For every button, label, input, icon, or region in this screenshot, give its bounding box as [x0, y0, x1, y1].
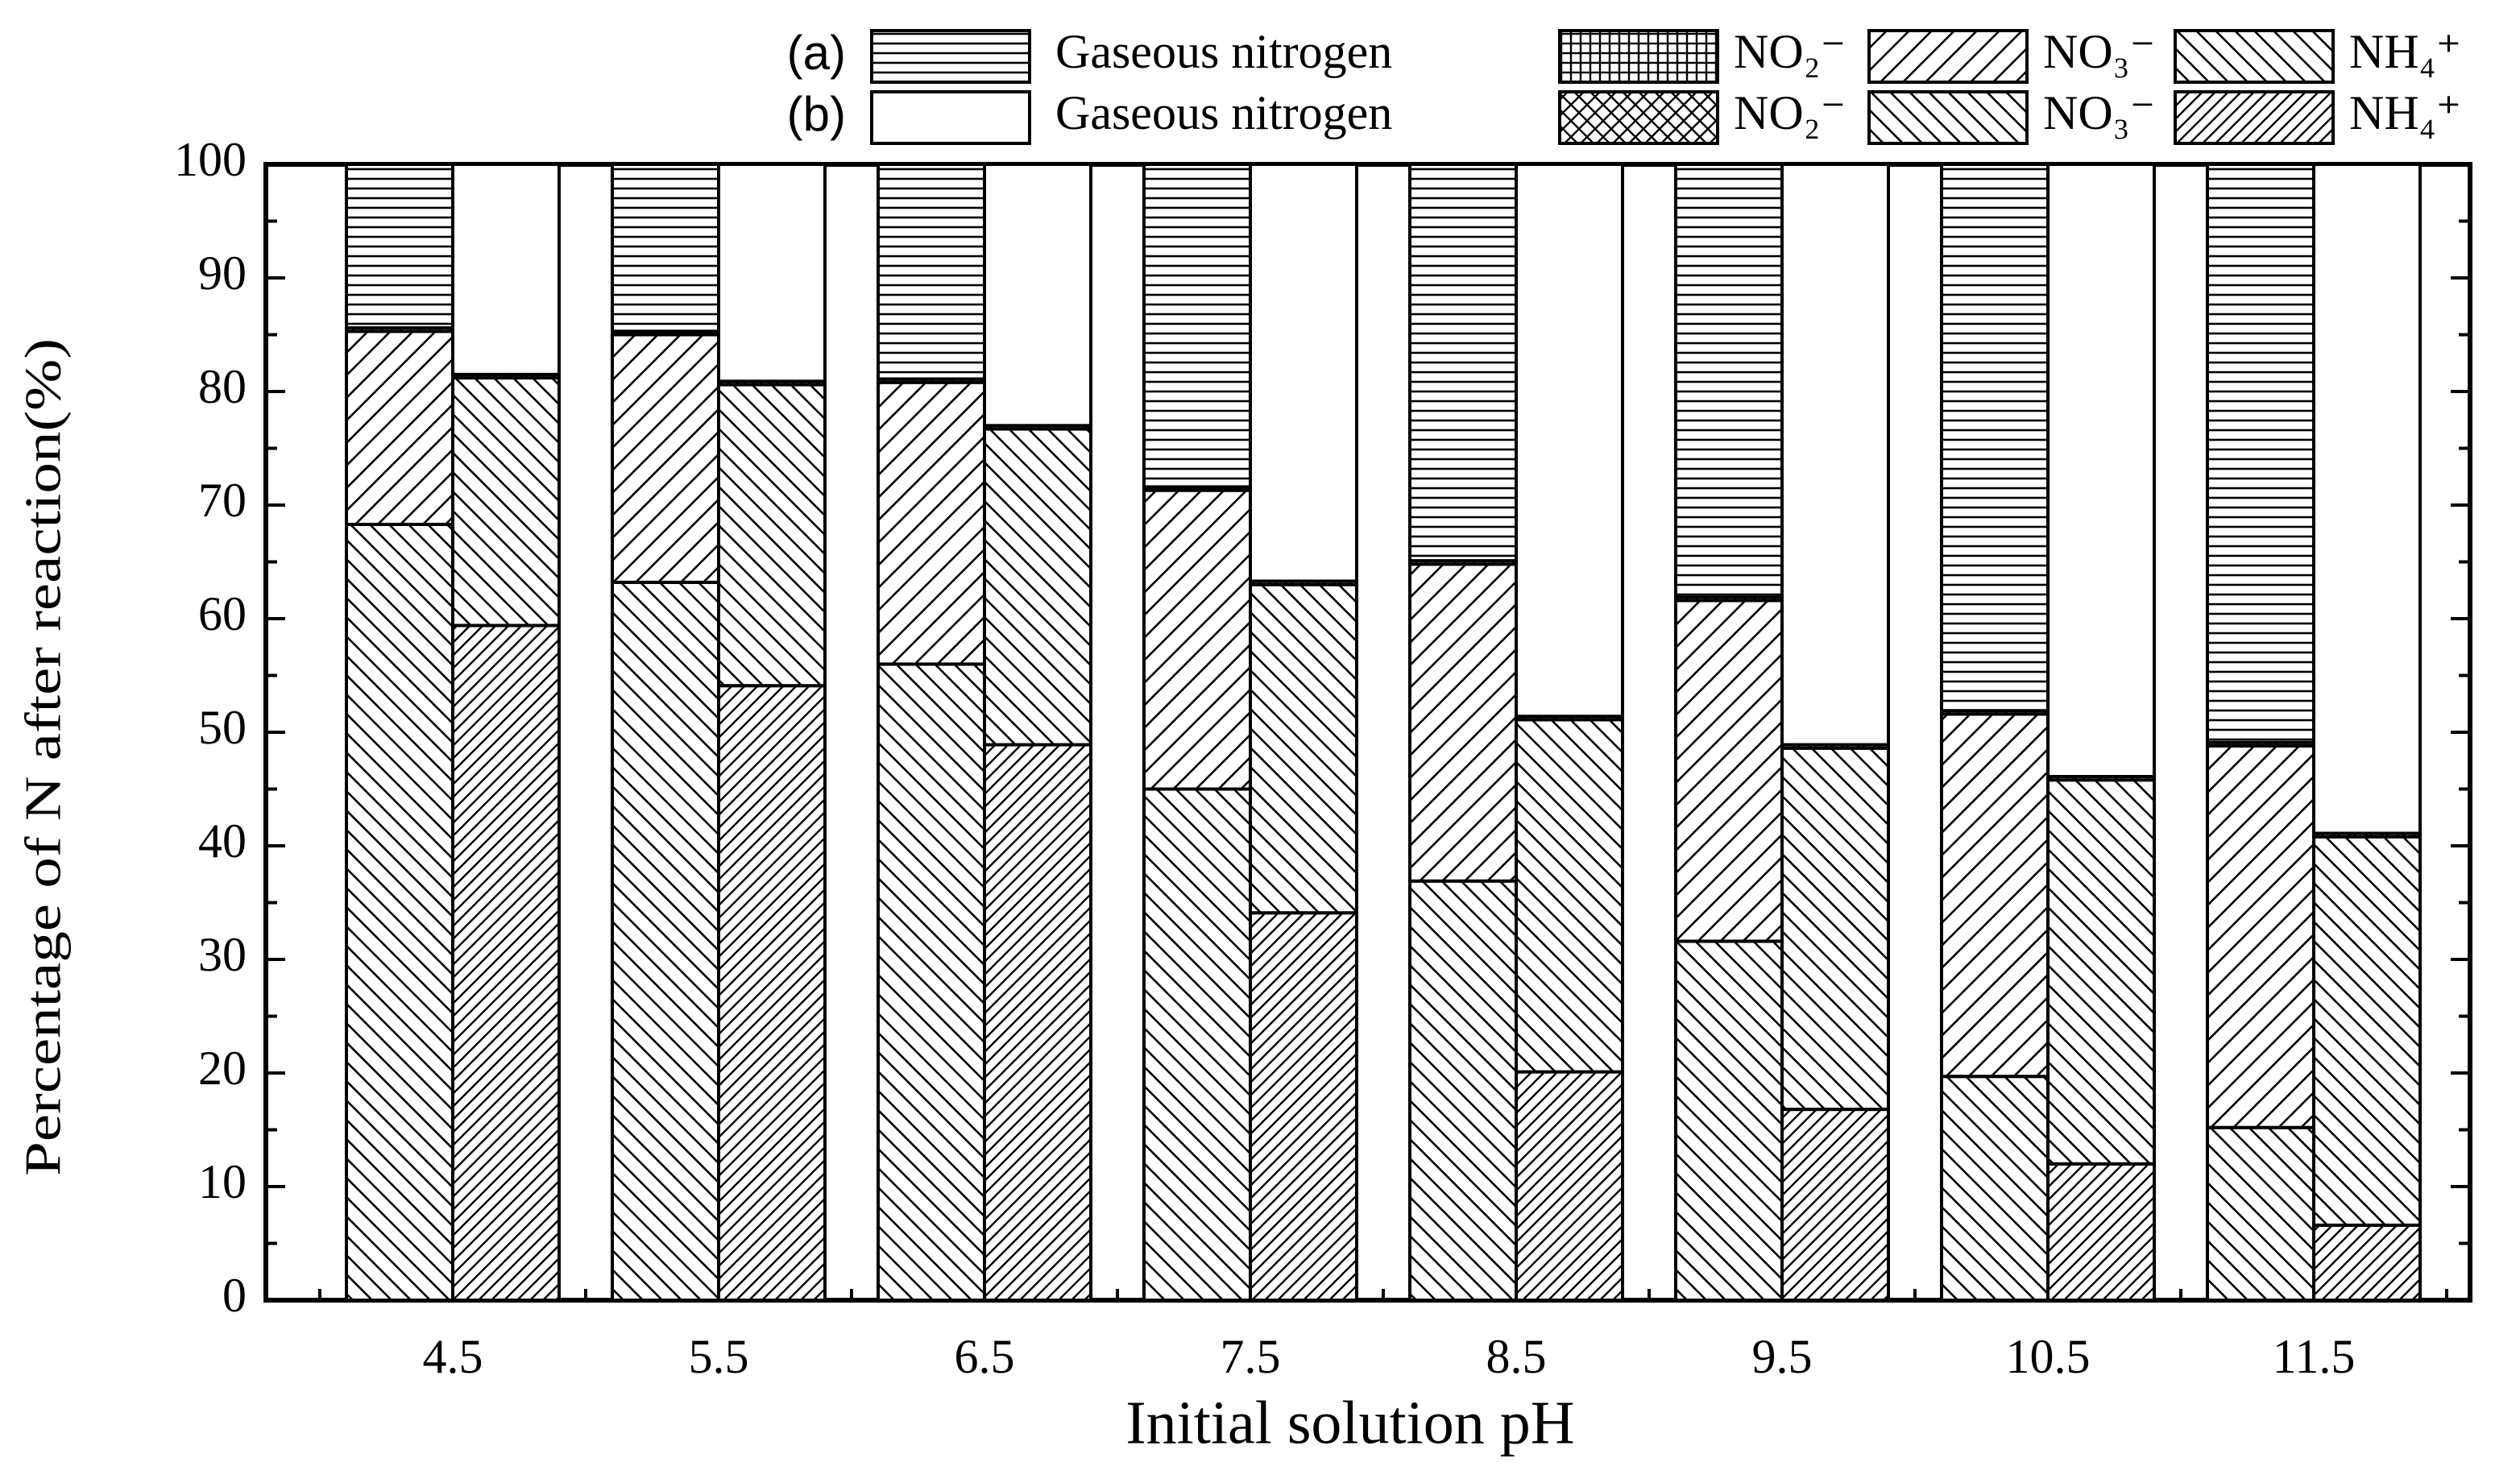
y-tick-label: 80	[198, 360, 247, 413]
bar-segment	[1515, 718, 1624, 1074]
bar-segment	[345, 329, 454, 526]
bar-segment	[1142, 787, 1252, 1302]
bar-segment	[1142, 163, 1252, 489]
x-tick-label: 7.5	[1221, 1330, 1281, 1383]
bar-segment	[1940, 1075, 2050, 1302]
x-tick-label: 11.5	[2273, 1330, 2356, 1383]
bar-segment	[611, 580, 720, 1302]
bar-segment	[611, 163, 720, 334]
x-tick-label: 4.5	[423, 1330, 483, 1383]
y-tick-label: 90	[198, 246, 247, 300]
y-axis-title: Percentage of N after reaction(%)	[15, 338, 72, 1176]
bar-segment	[2206, 1125, 2315, 1303]
legend-label: NO₂⁻	[1734, 25, 1846, 78]
bar-segment	[451, 376, 561, 628]
bar-segment	[1674, 163, 1784, 599]
legend-swatch	[2174, 29, 2335, 84]
y-tick-label: 0	[222, 1269, 247, 1322]
y-tick-label: 20	[198, 1042, 247, 1095]
bar-segment	[2206, 163, 2315, 744]
legend-label: Gaseous nitrogen	[1055, 86, 1392, 139]
y-tick-label: 100	[174, 133, 247, 186]
bar-segment	[1515, 163, 1624, 719]
x-tick-label: 5.5	[689, 1330, 749, 1383]
bar-segment	[983, 427, 1092, 747]
bar-segment	[717, 383, 827, 688]
bar-segment	[2206, 744, 2315, 1129]
bar-segment	[1249, 163, 1358, 583]
x-tick-label: 8.5	[1486, 1330, 1547, 1383]
legend-label: NH₄⁺	[2349, 25, 2461, 78]
y-tick-label: 70	[198, 474, 247, 527]
bar-segment	[2046, 778, 2156, 1166]
bar-segment	[1249, 911, 1358, 1302]
bar-segment	[451, 163, 561, 376]
bar-segment	[1674, 939, 1784, 1302]
bar-segment	[877, 380, 986, 666]
bar-segment	[877, 662, 986, 1302]
bar-segment	[1780, 163, 1890, 747]
x-axis-title: Initial solution pH	[1125, 1389, 1574, 1456]
bar-segment	[345, 522, 454, 1302]
bar-segment	[1940, 163, 2050, 713]
bar-segment	[2046, 1162, 2156, 1303]
legend-label: NO₂⁻	[1734, 86, 1846, 139]
y-tick-label: 10	[198, 1155, 247, 1208]
bar-segment	[1249, 582, 1358, 915]
legend-swatch	[870, 90, 1031, 145]
bar-segment	[451, 624, 561, 1302]
legend-label: Gaseous nitrogen	[1055, 25, 1392, 78]
bar-segment	[1780, 746, 1890, 1112]
legend-group-label: (a)	[787, 26, 846, 80]
bar-segment	[1515, 1070, 1624, 1302]
bar-segment	[2312, 163, 2422, 835]
y-tick-label: 60	[198, 587, 247, 640]
bar-segment	[1408, 879, 1518, 1302]
bar-segment	[717, 163, 827, 383]
bar-segment	[2312, 835, 2422, 1227]
x-tick-label: 6.5	[955, 1330, 1015, 1383]
bar-segment	[1408, 562, 1518, 883]
legend-swatch	[870, 29, 1031, 84]
legend-swatch	[1867, 29, 2029, 84]
y-tick-label: 40	[198, 814, 247, 868]
bar-segment	[1780, 1108, 1890, 1302]
x-tick-label: 10.5	[2006, 1330, 2091, 1383]
bar-segment	[1674, 599, 1784, 943]
bar-segment	[611, 333, 720, 584]
bar-segment	[1408, 163, 1518, 563]
y-tick-label: 50	[198, 701, 247, 754]
bar-segment	[983, 163, 1092, 428]
legend-swatch	[1867, 90, 2029, 145]
legend-label: NO₃⁻	[2043, 86, 2155, 139]
bar-segment	[1142, 488, 1252, 791]
bar-segment	[2312, 1223, 2422, 1302]
legend-label: NH₄⁺	[2349, 86, 2461, 139]
legend-group-label: (b)	[787, 87, 846, 141]
legend-label: NO₃⁻	[2043, 25, 2155, 78]
legend-swatch	[1558, 90, 1719, 145]
legend-swatch	[2174, 90, 2335, 145]
x-tick-label: 9.5	[1752, 1330, 1813, 1383]
bar-segment	[983, 743, 1092, 1302]
legend-swatch	[1558, 29, 1719, 84]
bar-segment	[2046, 163, 2156, 778]
bar-segment	[1940, 712, 2050, 1079]
y-tick-label: 30	[198, 928, 247, 981]
bar-segment	[877, 163, 986, 381]
bar-segment	[345, 163, 454, 330]
bar-segment	[717, 684, 827, 1302]
